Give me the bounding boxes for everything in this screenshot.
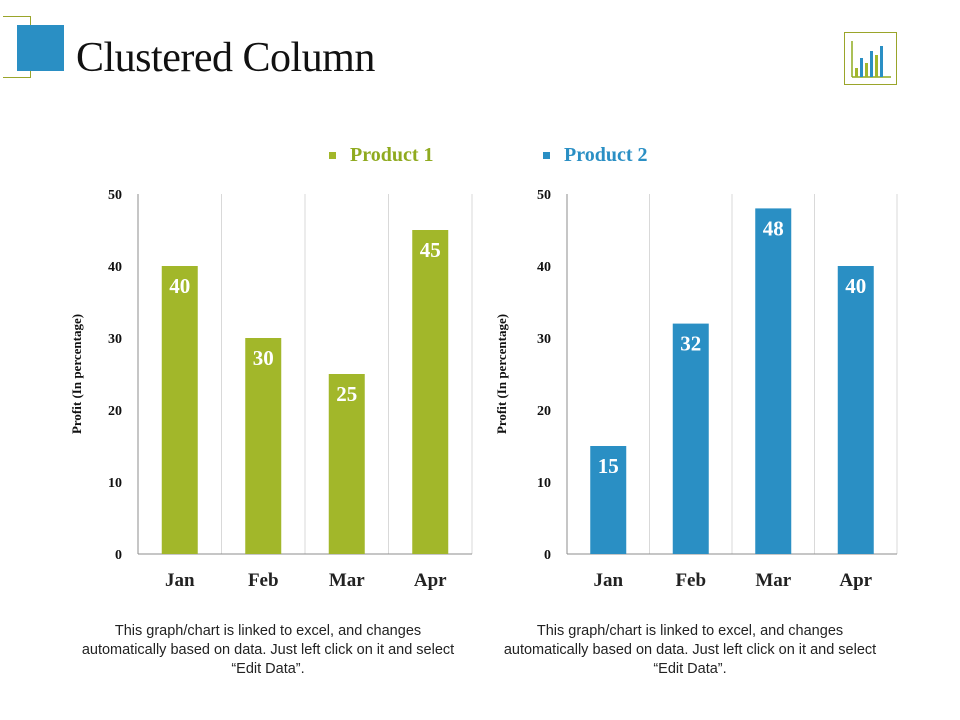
left-chart-data-label-apr: 45 bbox=[420, 238, 441, 262]
left-chart-category-label-apr: Apr bbox=[414, 570, 447, 591]
left-chart-y-tick-label: 50 bbox=[108, 188, 122, 203]
right-chart-bar-apr bbox=[837, 266, 874, 554]
legend-label-product-1: Product 1 bbox=[350, 144, 434, 166]
right-chart-y-tick-label: 50 bbox=[537, 188, 551, 203]
chart-product-2: 0 10 20 30 40 50 Profit (In percentage) 15 Jan 32… bbox=[494, 188, 898, 591]
right-chart-category-label-feb: Feb bbox=[675, 570, 706, 591]
left-chart-category-label-feb: Feb bbox=[248, 570, 279, 591]
right-chart-y-tick-label: 40 bbox=[537, 260, 551, 275]
right-chart-y-tick-label: 10 bbox=[537, 476, 551, 491]
left-chart-y-tick-label: 30 bbox=[108, 332, 122, 347]
left-chart-data-label-jan: 40 bbox=[169, 274, 190, 298]
bar-chart-icon bbox=[844, 32, 897, 85]
right-chart-bar-feb bbox=[672, 323, 709, 554]
left-chart-bar-mar bbox=[328, 374, 365, 554]
chart-note-right: This graph/chart is linked to excel, and… bbox=[503, 623, 877, 677]
right-chart-y-tick-label: 30 bbox=[537, 332, 551, 347]
right-chart-data-label-feb: 32 bbox=[680, 332, 701, 356]
right-chart-category-label-apr: Apr bbox=[839, 570, 872, 591]
legend-item-product-1: Product 1 bbox=[329, 144, 434, 167]
left-chart-data-label-feb: 30 bbox=[253, 346, 274, 370]
left-chart-category-label-mar: Mar bbox=[329, 570, 365, 591]
legend-label-product-2: Product 2 bbox=[564, 144, 648, 166]
right-chart-data-label-jan: 15 bbox=[598, 454, 619, 478]
right-chart-y-tick-label: 20 bbox=[537, 404, 551, 419]
right-chart-bar-jan bbox=[590, 446, 627, 554]
left-chart-y-tick-label: 20 bbox=[108, 404, 122, 419]
legend-swatch-product-1 bbox=[329, 152, 336, 159]
right-chart-data-label-mar: 48 bbox=[763, 216, 784, 240]
left-chart-y-tick-label: 40 bbox=[108, 260, 122, 275]
right-chart-y-axis-label: Profit (In percentage) bbox=[494, 314, 509, 434]
left-chart-y-axis-label: Profit (In percentage) bbox=[69, 314, 84, 434]
left-chart-bar-feb bbox=[245, 338, 282, 554]
page-title: Clustered Column bbox=[76, 35, 375, 81]
left-chart-category-label-jan: Jan bbox=[165, 570, 195, 591]
left-chart-bar-jan bbox=[161, 266, 198, 554]
left-chart-bar-apr bbox=[412, 230, 449, 554]
right-chart-data-label-apr: 40 bbox=[845, 274, 866, 298]
right-chart-y-tick-label: 0 bbox=[544, 548, 551, 563]
left-chart-y-tick-label: 10 bbox=[108, 476, 122, 491]
chart-product-1: 0 10 20 30 40 50 Profit (In percentage) 40 Jan 30… bbox=[69, 188, 473, 591]
left-chart-y-tick-label: 0 bbox=[115, 548, 122, 563]
left-chart-data-label-mar: 25 bbox=[336, 382, 357, 406]
chart-note-left: This graph/chart is linked to excel, and… bbox=[81, 623, 455, 677]
right-chart-category-label-mar: Mar bbox=[755, 570, 791, 591]
legend-swatch-product-2 bbox=[543, 152, 550, 159]
right-chart-category-label-jan: Jan bbox=[593, 570, 623, 591]
right-chart-bar-mar bbox=[755, 208, 792, 554]
legend-item-product-2: Product 2 bbox=[543, 144, 648, 167]
square-logo-icon bbox=[17, 25, 64, 71]
